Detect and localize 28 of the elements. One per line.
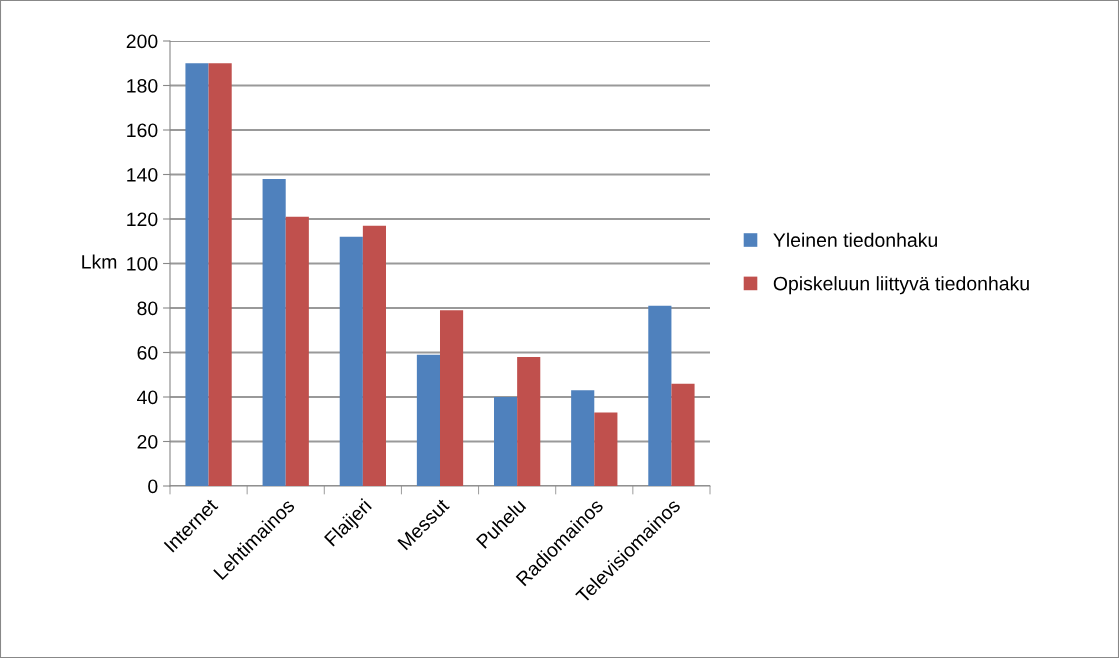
y-tick-label: 0 bbox=[148, 479, 158, 494]
y-tick-label: 40 bbox=[137, 390, 158, 405]
bar bbox=[339, 236, 363, 486]
bar bbox=[416, 354, 440, 486]
y-tick-label: 180 bbox=[127, 78, 158, 93]
y-tick-label: 140 bbox=[127, 167, 158, 182]
bar bbox=[671, 383, 695, 486]
bar bbox=[285, 216, 309, 486]
bar bbox=[594, 412, 618, 486]
y-tick-label: 120 bbox=[127, 212, 158, 227]
bar bbox=[440, 310, 464, 486]
legend-label: Yleinen tiedonhaku bbox=[773, 232, 937, 248]
y-tick-label: 60 bbox=[137, 345, 158, 360]
y-tick-label: 80 bbox=[137, 301, 158, 316]
bar bbox=[494, 397, 518, 486]
bar bbox=[362, 225, 386, 486]
bar bbox=[648, 305, 672, 486]
y-axis-title: Lkm bbox=[82, 254, 117, 269]
y-tick-label: 20 bbox=[137, 434, 158, 449]
bar bbox=[517, 356, 541, 486]
bar bbox=[571, 390, 595, 486]
y-tick-label: 200 bbox=[126, 34, 158, 49]
y-tick-label: 160 bbox=[127, 123, 158, 138]
bar bbox=[185, 63, 209, 486]
y-tick-label: 100 bbox=[127, 256, 158, 271]
bar bbox=[208, 63, 232, 486]
bar bbox=[262, 178, 286, 486]
legend-label: Opiskeluun liittyvä tiedonhaku bbox=[773, 276, 1029, 295]
